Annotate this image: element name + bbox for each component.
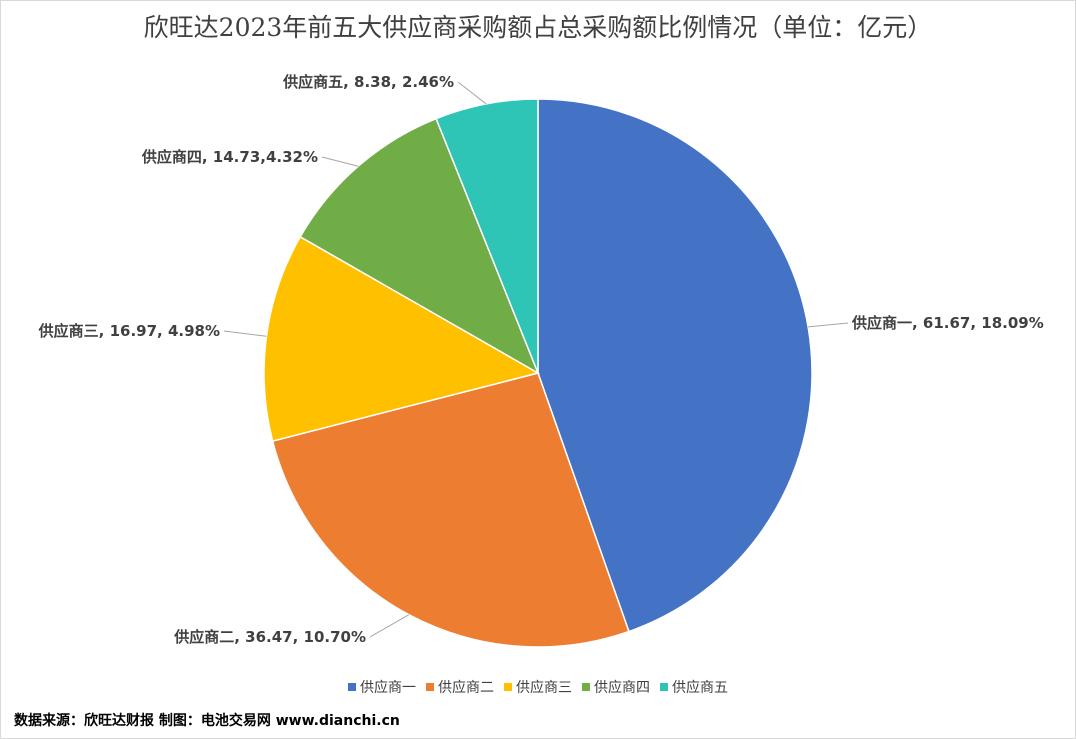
source-note: 数据来源：欣旺达财报 制图：电池交易网 www.dianchi.cn <box>14 713 400 729</box>
data-label-4: 供应商四, 14.73,4.32% <box>141 148 318 166</box>
leader-line-2 <box>369 614 410 638</box>
legend: 供应商一 供应商二 供应商三 供应商四 供应商五 <box>0 677 1076 697</box>
leader-line-5 <box>457 81 487 105</box>
legend-swatch-3 <box>504 683 512 691</box>
data-label-3: 供应商三, 16.97, 4.98% <box>38 322 220 340</box>
pie-slice-1 <box>537 98 813 633</box>
legend-item-3: 供应商三 <box>504 677 572 697</box>
leader-line-1 <box>808 322 849 328</box>
chart-title: 欣旺达2023年前五大供应商采购额占总采购额比例情况（单位：亿元） <box>143 13 933 42</box>
legend-swatch-2 <box>426 683 434 691</box>
data-label-1: 供应商一, 61.67, 18.09% <box>851 314 1044 332</box>
legend-item-4: 供应商四 <box>582 677 650 697</box>
data-label-5: 供应商五, 8.38, 2.46% <box>282 73 454 91</box>
legend-item-5: 供应商五 <box>660 677 728 697</box>
legend-label-2: 供应商二 <box>438 680 494 696</box>
legend-item-1: 供应商一 <box>348 677 416 697</box>
pie-slice-2 <box>271 372 630 648</box>
legend-label-1: 供应商一 <box>360 680 416 696</box>
legend-label-5: 供应商五 <box>672 680 728 696</box>
legend-swatch-4 <box>582 683 590 691</box>
legend-swatch-1 <box>348 683 356 691</box>
data-label-2: 供应商二, 36.47, 10.70% <box>173 628 366 646</box>
legend-swatch-5 <box>660 683 668 691</box>
legend-label-4: 供应商四 <box>594 680 650 696</box>
leader-line-3 <box>223 330 267 337</box>
pie-slice-3 <box>263 235 540 443</box>
legend-label-3: 供应商三 <box>516 680 572 696</box>
leader-line-4 <box>321 156 359 167</box>
legend-item-2: 供应商二 <box>426 677 494 697</box>
